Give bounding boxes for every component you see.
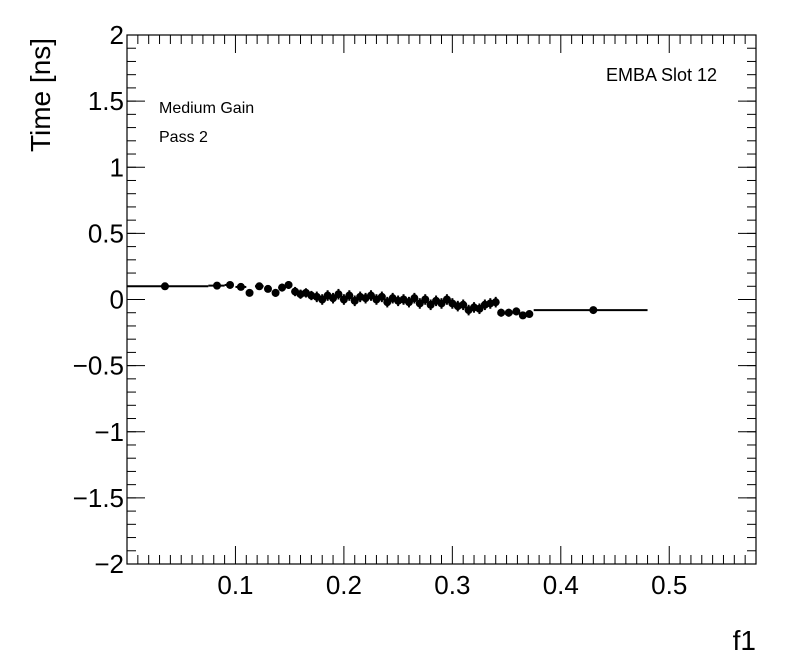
marker [236,282,245,291]
data-point [533,306,648,315]
plot-frame [126,34,757,565]
y-tick-label: 2 [110,20,124,50]
data-point [470,302,479,313]
marker [245,288,254,297]
data-point [254,282,264,291]
data-point [453,300,462,312]
gain-label: Medium Gain [159,100,254,117]
y-tick-labels: −2 −1.5 −1 −0.5 0 0.5 1 1.5 2 [73,20,124,579]
marker [271,288,280,297]
data-point [410,292,419,304]
data-point [525,310,534,319]
y-tick-label: 0 [110,285,124,315]
data-point [224,280,235,289]
x-tick-label: 0.2 [326,570,362,600]
y-tick-label: −0.5 [73,351,124,381]
data-point [459,299,468,311]
y-tick-label: 1 [110,152,124,182]
data-point [512,307,521,316]
marker [518,311,527,320]
marker [255,282,264,291]
data-point [497,308,506,317]
x-tick-label: 0.3 [434,570,470,600]
marker [160,282,169,291]
marker [213,281,222,290]
marker [334,290,343,299]
data-point [334,288,343,300]
marker [491,298,500,307]
data-point [345,290,354,301]
y-tick-label: −1.5 [73,483,124,513]
y-tick-label: −1 [94,417,124,447]
x-axis-title: f1 [733,625,756,656]
data-point [421,294,430,305]
data-point [518,311,527,320]
x-tick-labels: 0.1 0.2 0.3 0.4 0.5 [217,570,687,600]
x-tick-label: 0.5 [651,570,687,600]
data-point [339,294,348,305]
marker [278,283,287,292]
marker [497,308,506,317]
data-point [504,308,514,317]
data-point [284,280,293,289]
x-major-ticks [234,35,670,564]
marker [589,306,598,315]
marker [421,295,430,304]
marker [226,280,235,289]
marker [377,292,386,301]
data-point [208,281,225,290]
marker [284,280,293,289]
marker [345,291,354,300]
y-tick-label: −2 [94,549,124,579]
pass-label: Pass 2 [159,129,208,146]
marker [504,308,513,317]
data-point [127,282,209,291]
x-tick-label: 0.1 [217,570,253,600]
data-point [278,283,287,292]
data-point [235,282,247,291]
data-point [448,298,457,309]
data-point [491,296,500,308]
y-tick-label: 0.5 [88,218,124,248]
y-axis-title: Time [ns] [25,38,56,152]
marker [459,300,468,309]
x-tick-label: 0.4 [543,570,579,600]
marker [512,307,521,316]
data-point [245,288,254,297]
y-tick-label: 1.5 [88,86,124,116]
data-point [377,291,386,303]
data-point [263,284,272,293]
x-minor-ticks [137,35,746,564]
marker [410,294,419,303]
data-point [271,288,280,297]
marker [525,310,534,319]
data-points [127,280,648,320]
marker [263,284,272,293]
slot-label: EMBA Slot 12 [606,65,717,85]
